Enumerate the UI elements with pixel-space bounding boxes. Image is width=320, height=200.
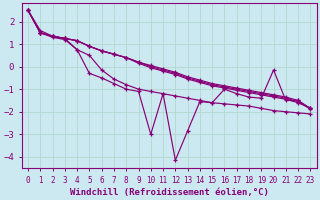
X-axis label: Windchill (Refroidissement éolien,°C): Windchill (Refroidissement éolien,°C) — [70, 188, 268, 197]
